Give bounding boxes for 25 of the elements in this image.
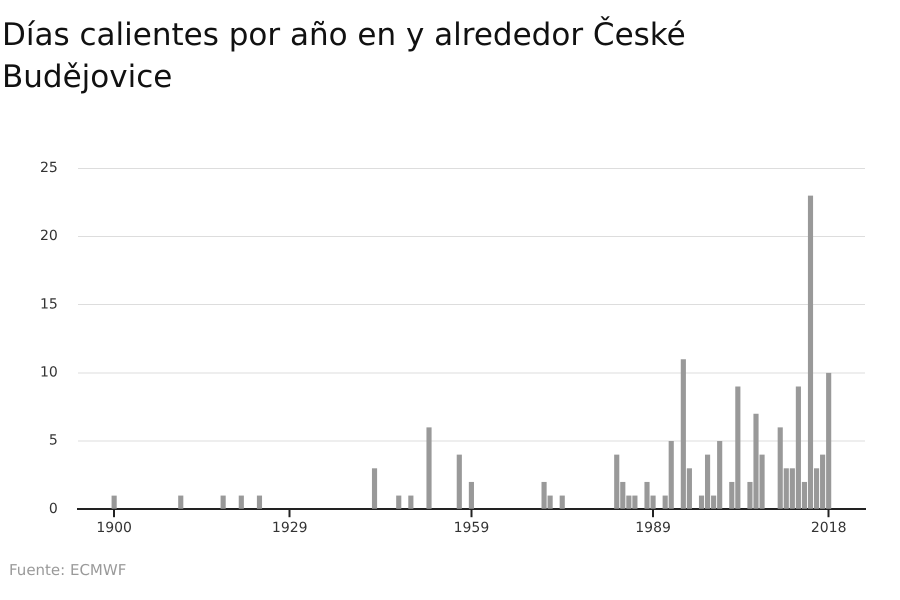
bar xyxy=(112,496,117,509)
x-tick-label: 1900 xyxy=(96,520,132,536)
x-tick-label: 2018 xyxy=(810,520,846,536)
bar xyxy=(426,427,432,509)
x-tick-label: 1929 xyxy=(272,520,308,536)
bar xyxy=(408,496,414,509)
x-tick-label: 1989 xyxy=(635,520,671,536)
bar xyxy=(238,496,244,509)
y-tick-label: 25 xyxy=(40,160,58,176)
source-note: Fuente: ECMWF xyxy=(9,561,126,579)
y-tick-label: 10 xyxy=(40,364,58,381)
bar xyxy=(220,496,226,509)
y-tick-label: 20 xyxy=(40,228,58,244)
y-tick-label: 5 xyxy=(48,432,58,449)
x-tick-label: 1959 xyxy=(454,520,490,536)
bar xyxy=(178,496,184,509)
bar xyxy=(256,496,262,509)
bar xyxy=(468,482,474,509)
y-tick-label: 15 xyxy=(40,296,58,312)
bar xyxy=(560,496,565,509)
chart-title: Días calientes por año en y alrededor České Budějovice xyxy=(2,15,687,97)
bar xyxy=(456,454,462,509)
bar xyxy=(396,496,402,509)
bar xyxy=(372,468,378,509)
y-tick-label: 0 xyxy=(48,500,58,517)
